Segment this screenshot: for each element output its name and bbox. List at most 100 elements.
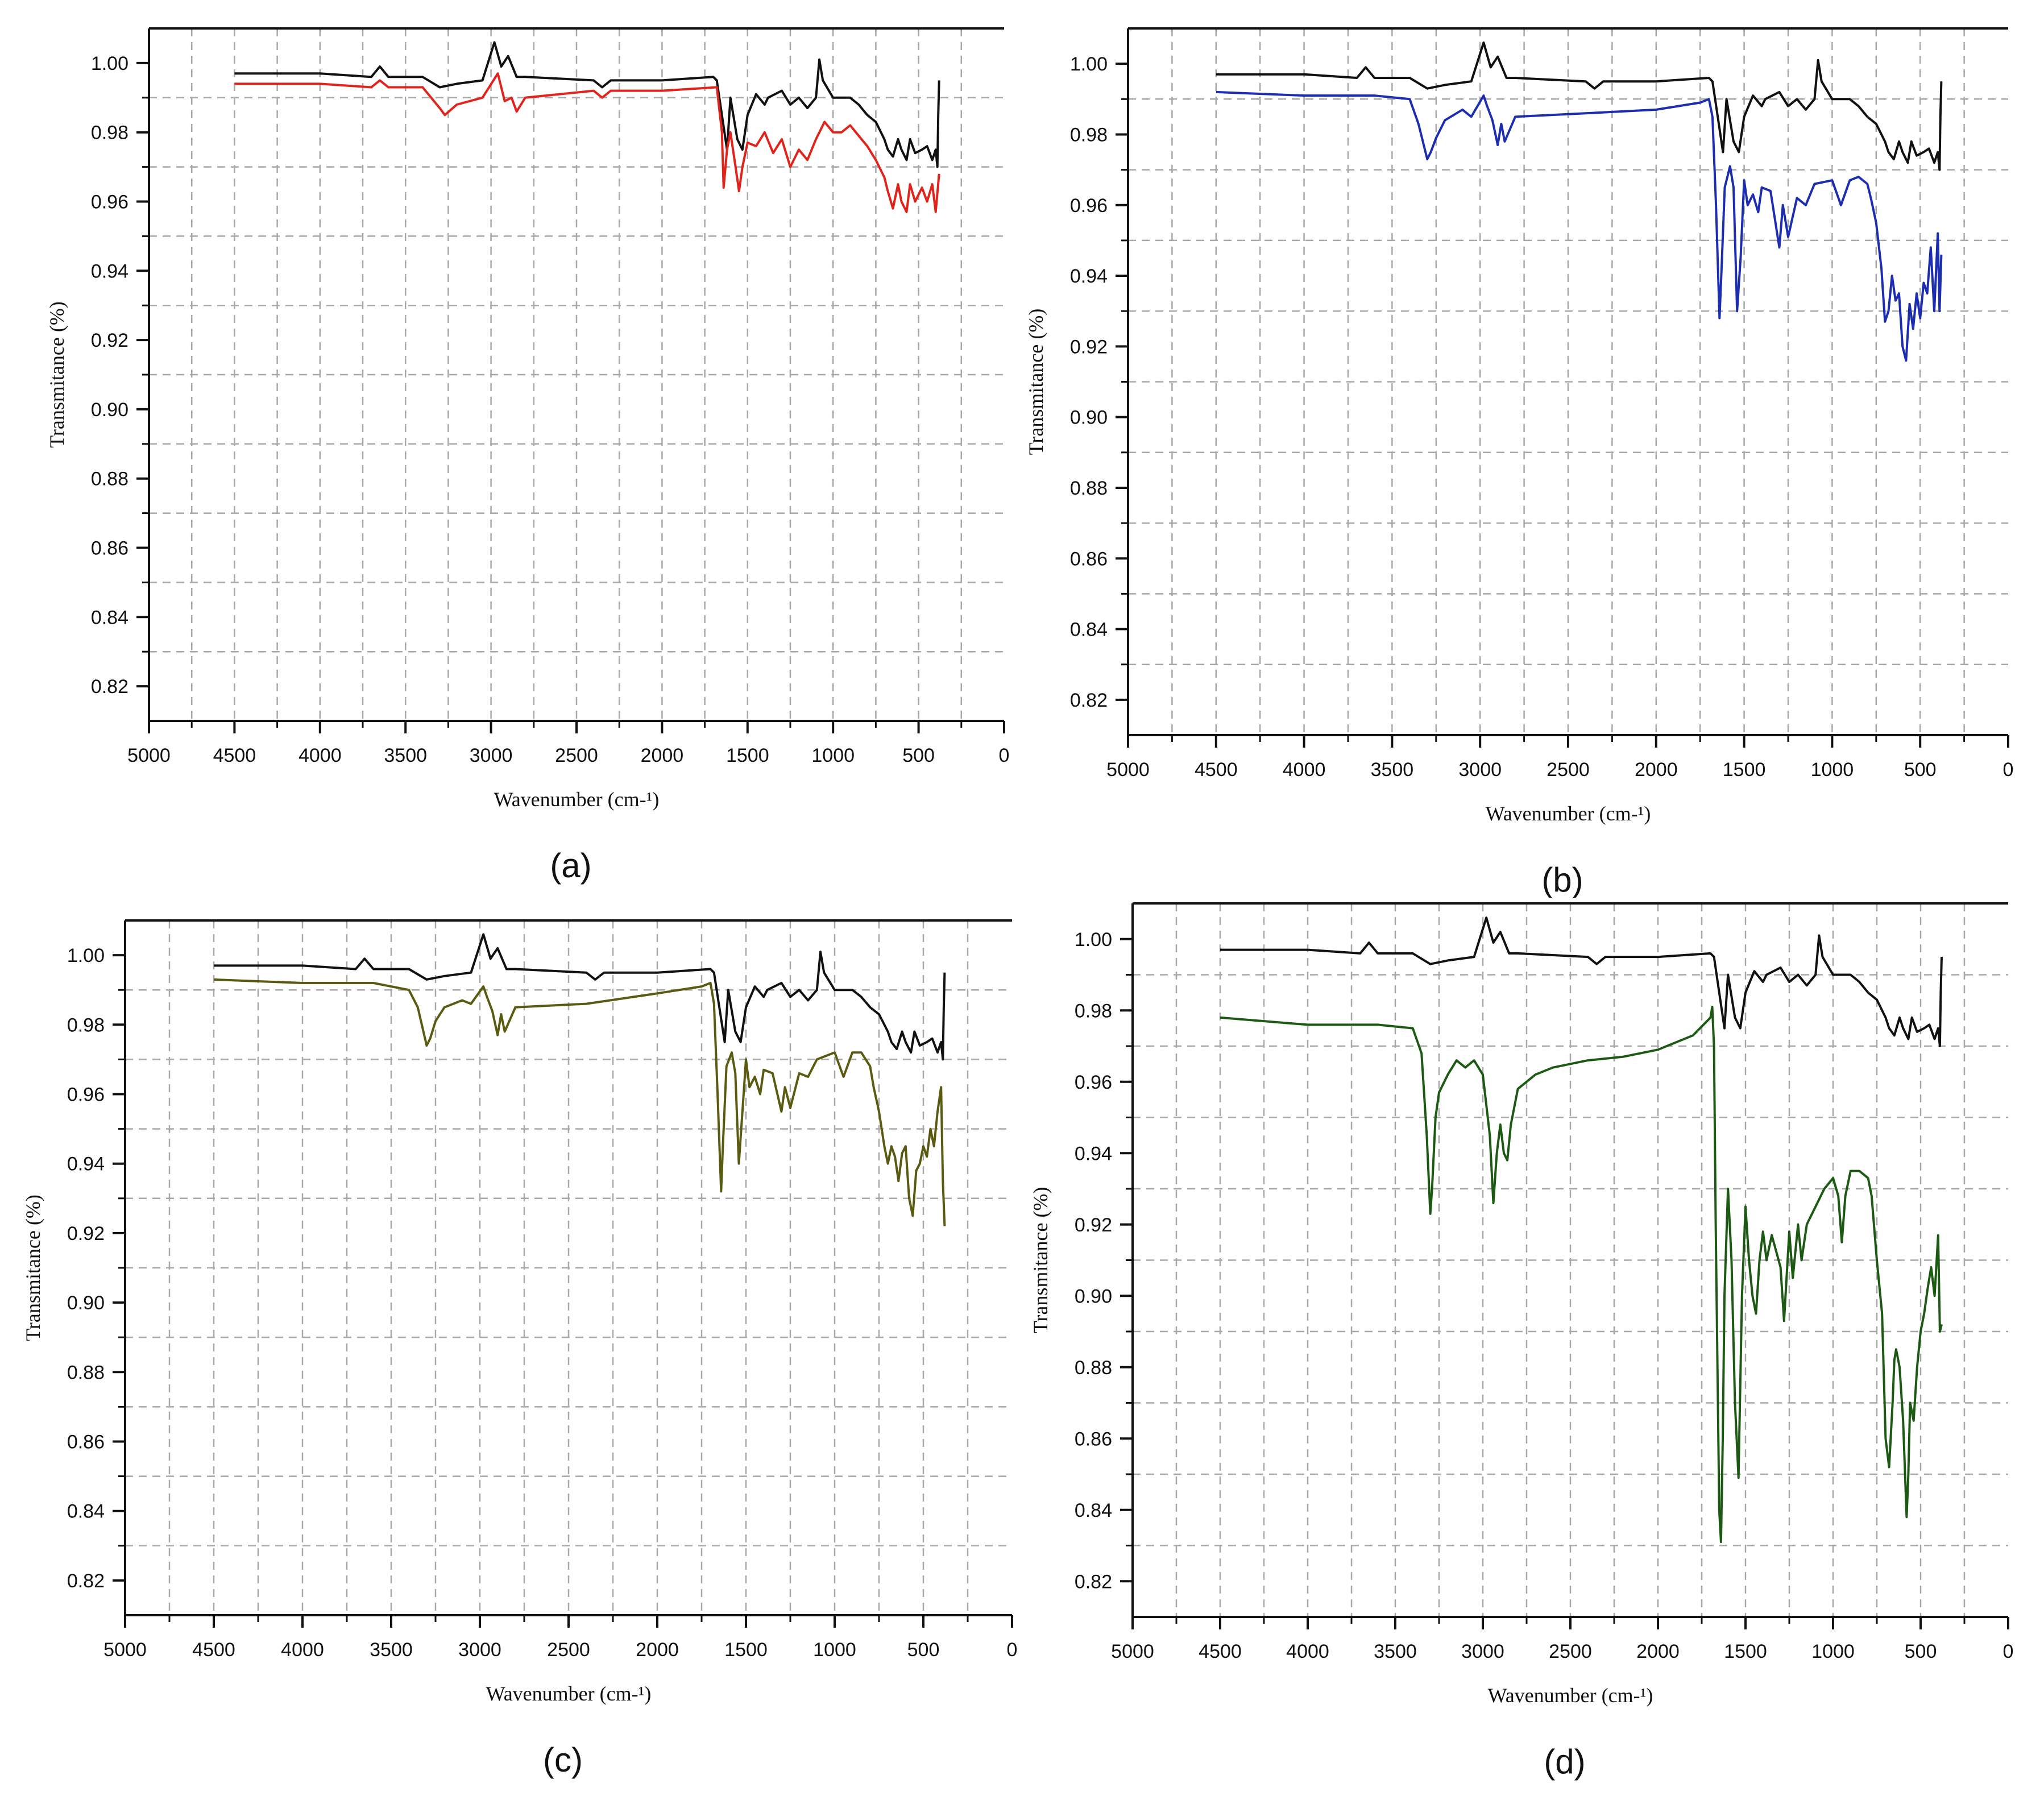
y-tick-label: 0.94	[67, 1154, 105, 1175]
grid	[1128, 28, 2008, 735]
y-tick-label: 0.82	[1070, 690, 1108, 711]
x-tick-label: 2500	[547, 1639, 590, 1661]
x-tick-label: 0	[2003, 759, 2014, 781]
chart-panel-c: 5000 4500 4000 3500 3000 2500 2000 1500 1000 500 0…	[22, 919, 1018, 1779]
y-tick-label: 0.84	[91, 607, 128, 628]
x-tick-label: 3000	[470, 745, 513, 766]
y-tick-label: 0.90	[1070, 407, 1108, 429]
x-tick-label: 4500	[1195, 759, 1238, 781]
x-tick-label: 5000	[103, 1639, 147, 1661]
x-tick-label: 1500	[1723, 759, 1766, 781]
series-line-sample-c	[213, 978, 946, 1226]
x-tick-label: 2000	[1636, 1641, 1680, 1662]
x-tick-label: 4000	[1283, 759, 1326, 781]
y-tick-label: 0.94	[1075, 1143, 1112, 1164]
y-tick-label: 0.92	[1070, 336, 1108, 358]
y-tick-label: 0.98	[1070, 124, 1108, 146]
y-tick-label: 1.00	[67, 945, 105, 967]
y-tick-label: 0.82	[1075, 1571, 1112, 1592]
x-tick-label: 1000	[813, 1639, 856, 1661]
series-line-reference	[1220, 916, 1943, 1047]
x-tick-label: 0	[2003, 1641, 2014, 1662]
x-axis-label: Wavenumber (cm-¹)	[1486, 802, 1651, 825]
y-tick-label: 0.88	[91, 468, 128, 490]
grid	[149, 28, 1004, 721]
x-tick-label: 500	[902, 745, 935, 766]
y-tick-label: 0.86	[67, 1432, 105, 1453]
y-tick-label: 0.84	[1070, 619, 1108, 641]
series-line-sample-d	[1220, 1006, 1943, 1544]
x-tick-label: 0	[1007, 1639, 1018, 1661]
y-tick-label: 0.90	[1075, 1285, 1112, 1307]
x-axis-label: Wavenumber (cm-¹)	[1488, 1684, 1653, 1707]
y-tick-label: 0.92	[1075, 1214, 1112, 1236]
x-tick-label: 1000	[1811, 759, 1854, 781]
y-tick-label: 0.96	[91, 192, 128, 213]
y-axis-label: Transmitance (%)	[1025, 309, 1047, 455]
series-line-reference	[1216, 41, 1943, 171]
chart-panel-b: 5000 4500 4000 3500 3000 2500 2000 1500 1000 500 0…	[1025, 27, 2014, 898]
y-tick-label: 0.88	[1075, 1357, 1112, 1379]
y-tick-label: 1.00	[1075, 929, 1112, 951]
y-tick-label: 0.82	[91, 676, 128, 698]
x-tick-label: 2000	[1635, 759, 1678, 781]
x-tick-label: 1500	[726, 745, 769, 766]
x-tick-label: 500	[1905, 1641, 1937, 1662]
y-tick-label: 0.90	[67, 1292, 105, 1314]
series-line-reference	[214, 933, 946, 1061]
x-axis-label: Wavenumber (cm-¹)	[486, 1682, 652, 1705]
x-tick-label: 2500	[1549, 1641, 1592, 1662]
y-tick-label: 0.98	[91, 122, 128, 144]
x-tick-label: 3500	[1374, 1641, 1417, 1662]
x-tick-label: 4000	[281, 1639, 324, 1661]
y-tick-label: 0.86	[91, 538, 128, 559]
grid	[1133, 903, 2008, 1617]
panel-label: (b)	[1541, 861, 1583, 898]
x-tick-label: 3500	[370, 1639, 413, 1661]
x-tick-label: 2000	[641, 745, 684, 766]
y-tick-label: 1.00	[1070, 53, 1108, 75]
x-tick-label: 0	[999, 745, 1010, 766]
y-tick-label: 0.98	[67, 1014, 105, 1036]
x-tick-label: 1500	[1724, 1641, 1767, 1662]
x-tick-label: 500	[907, 1639, 940, 1661]
y-tick-label: 0.84	[1075, 1500, 1112, 1521]
x-tick-label: 4500	[192, 1639, 235, 1661]
y-tick-label: 0.96	[1070, 195, 1108, 217]
y-tick-label: 0.82	[67, 1570, 105, 1592]
y-tick-label: 0.94	[1070, 266, 1108, 287]
y-tick-label: 0.96	[1075, 1072, 1112, 1093]
x-tick-label: 3500	[1371, 759, 1414, 781]
y-tick-label: 0.94	[91, 260, 128, 282]
panel-label: (c)	[543, 1741, 583, 1779]
x-tick-label: 500	[1904, 759, 1937, 781]
panel-label: (d)	[1544, 1743, 1585, 1781]
x-axis-label: Wavenumber (cm-¹)	[494, 788, 660, 811]
x-tick-label: 3000	[458, 1639, 501, 1661]
y-tick-label: 0.88	[1070, 478, 1108, 499]
y-tick-label: 0.92	[67, 1223, 105, 1245]
y-tick-label: 0.98	[1075, 1000, 1112, 1022]
y-tick-label: 0.92	[91, 330, 128, 351]
y-tick-label: 0.88	[67, 1362, 105, 1383]
y-axis-label: Transmitance (%)	[45, 301, 68, 448]
y-tick-label: 1.00	[91, 53, 128, 74]
x-tick-label: 4500	[213, 745, 256, 766]
series-line-sample-b	[1216, 90, 1943, 362]
x-tick-label: 5000	[127, 745, 171, 766]
x-tick-label: 2500	[555, 745, 598, 766]
chart-panel-d: 5000 4500 4000 3500 3000 2500 2000 1500 1000 500 0…	[1029, 902, 2014, 1781]
x-tick-label: 2000	[636, 1639, 679, 1661]
x-tick-label: 1500	[724, 1639, 768, 1661]
y-tick-label: 0.86	[1070, 548, 1108, 570]
x-tick-label: 1000	[1811, 1641, 1855, 1662]
series-line-reference	[234, 41, 940, 168]
x-tick-label: 4000	[1286, 1641, 1329, 1662]
y-axis-label: Transmitance (%)	[22, 1194, 44, 1341]
x-tick-label: 3000	[1458, 759, 1502, 781]
x-tick-label: 3000	[1461, 1641, 1504, 1662]
x-tick-label: 4500	[1199, 1641, 1242, 1662]
y-tick-label: 0.84	[67, 1501, 105, 1523]
chart-panel-a: 5000 4500 4000 3500 3000 2500 2000 1500 1000 500 0…	[45, 27, 1010, 885]
